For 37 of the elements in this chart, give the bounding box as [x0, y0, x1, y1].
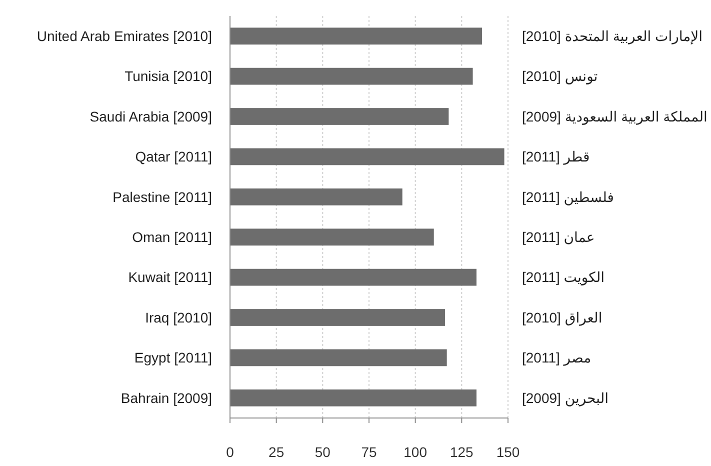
y-tick-label: Kuwait [2011] [128, 269, 212, 286]
bar [230, 228, 434, 246]
y-tick-label: Qatar [2011] [135, 148, 212, 165]
x-tick-label: 100 [404, 444, 428, 460]
bar [230, 309, 445, 326]
bar [230, 389, 476, 406]
x-tick-label: 75 [361, 444, 377, 460]
x-tick-label: 125 [450, 444, 474, 460]
y-tick-label: Palestine [2011] [112, 188, 212, 205]
y2-tick-label: قطر [2011] [522, 148, 590, 166]
y2-tick-label: العراق [2010] [522, 309, 602, 326]
bar [230, 28, 482, 45]
bar [230, 268, 476, 286]
x-tick-label: 150 [496, 444, 520, 460]
bar [230, 188, 402, 206]
bar [230, 349, 447, 366]
y2-tick-label: عمان [2011] [522, 229, 595, 245]
bar [230, 108, 449, 125]
y2-tick-label: الإمارات العربية المتحدة [2010] [522, 28, 703, 45]
y-tick-label: Bahrain [2009] [120, 390, 212, 406]
y-tick-label: Oman [2011] [132, 229, 212, 245]
x-tick-label: 0 [226, 444, 234, 460]
y2-tick-label: البحرين [2009] [522, 390, 609, 407]
y-tick-label: United Arab Emirates [2010] [36, 28, 212, 44]
y2-tick-label: الكويت [2011] [522, 269, 605, 286]
y2-tick-label: المملكة العربية السعودية [2009] [522, 108, 708, 126]
x-tick-label: 25 [268, 444, 284, 460]
y2-tick-label: فلسطين [2011] [522, 188, 614, 206]
y-tick-label: Tunisia [2010] [124, 68, 212, 84]
bar [230, 148, 504, 166]
y2-tick-label: مصر [2011] [522, 350, 592, 367]
y2-tick-label: تونس [2010] [522, 68, 598, 86]
y-tick-label: Egypt [2011] [134, 350, 212, 366]
bar [230, 68, 473, 85]
y-tick-label: Saudi Arabia [2009] [90, 108, 212, 124]
y-tick-label: Iraq [2010] [145, 309, 212, 326]
x-tick-label: 50 [314, 444, 331, 460]
